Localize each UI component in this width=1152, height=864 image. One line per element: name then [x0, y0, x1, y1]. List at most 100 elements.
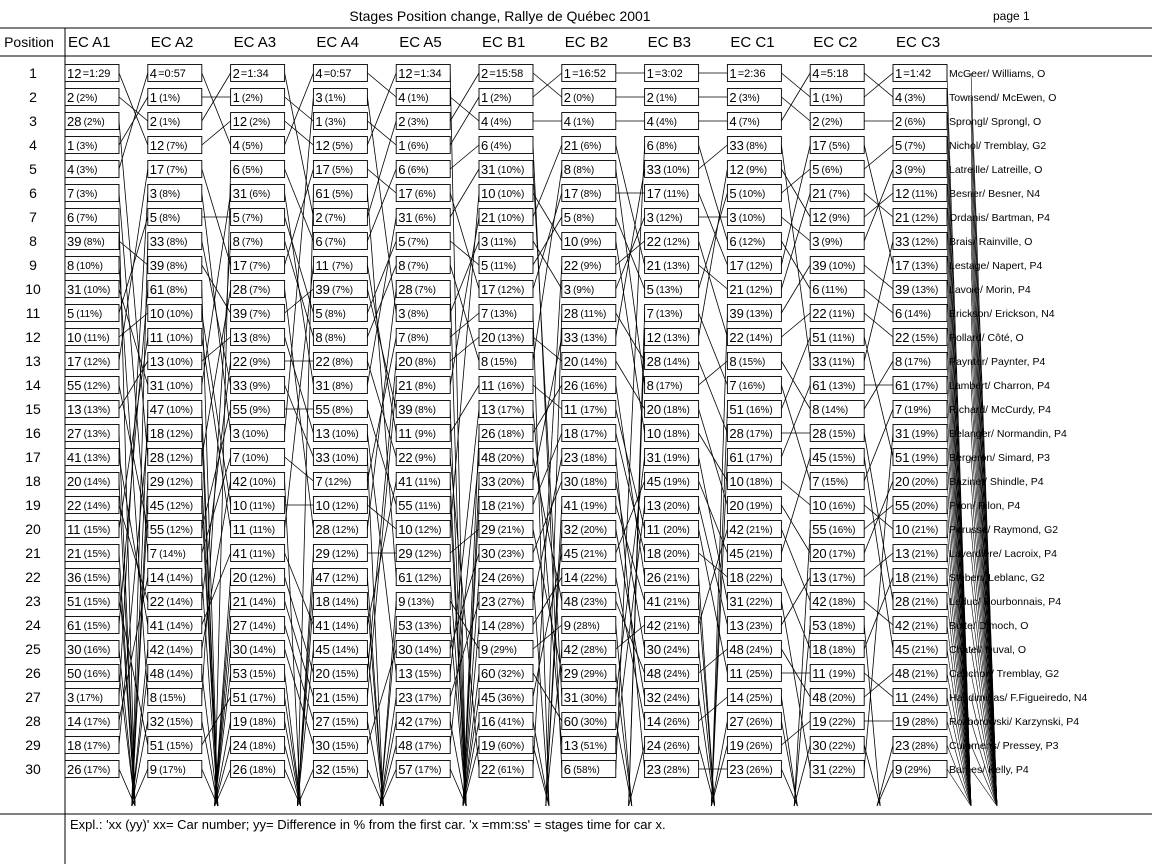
- car-number: 33: [233, 378, 247, 393]
- car-number: 55: [67, 378, 81, 393]
- difference-label: (17%): [415, 717, 442, 728]
- stage-entry: 29 (21%): [478, 520, 534, 538]
- car-number: 28: [647, 354, 661, 369]
- difference-label: (27%): [498, 597, 525, 608]
- stage-entry: 4 (3%) Townsend/ McEwen, O: [892, 88, 1056, 106]
- entry-box: [644, 568, 700, 586]
- entry-box: [395, 304, 451, 322]
- stage-entry: 48 (20%): [809, 688, 865, 706]
- car-number: 22: [398, 450, 412, 465]
- difference-label: (10%): [242, 453, 269, 464]
- entry-box: [644, 736, 700, 754]
- position-change-line: [781, 240, 811, 290]
- entry-box: [561, 544, 617, 562]
- difference-label: (8%): [249, 333, 270, 344]
- entry-box: [892, 208, 948, 226]
- car-number: 48: [398, 738, 412, 753]
- difference-label: (20%): [663, 549, 690, 560]
- stage-entry: 13 (15%): [395, 664, 451, 682]
- position-change-line: [367, 360, 397, 674]
- position-change-line: [284, 624, 314, 722]
- entry-box: [230, 112, 286, 130]
- crew-label: Pilon/ Pilon, P4: [949, 500, 1020, 512]
- stage-entry: 33 (8%): [147, 232, 203, 250]
- entry-box: [561, 424, 617, 442]
- difference-label: (1%): [573, 117, 594, 128]
- difference-label: =1:34: [241, 68, 269, 80]
- stage-entry: 6 (4%): [478, 136, 534, 154]
- difference-label: (19%): [912, 453, 939, 464]
- position-change-line: [946, 624, 972, 807]
- difference-label: (7%): [829, 189, 850, 200]
- difference-label: (14%): [904, 309, 931, 320]
- stage-entry: 23 (28%) Cummens/ Pressey, P3: [892, 736, 1059, 754]
- stage-entry: 1 =2:36: [726, 64, 782, 82]
- car-number: 48: [895, 666, 909, 681]
- car-number: 61: [812, 378, 826, 393]
- position-entry-line: [628, 744, 645, 807]
- car-number: 11: [812, 666, 826, 681]
- stage-entry: 6 (5%): [230, 160, 286, 178]
- entry-box: [147, 208, 203, 226]
- stage-entry: 47 (10%): [147, 400, 203, 418]
- position-number: 30: [25, 761, 41, 777]
- difference-label: (7%): [249, 309, 270, 320]
- entry-box: [561, 760, 617, 778]
- stage-entry: 18 (18%): [809, 640, 865, 658]
- difference-label: (5%): [332, 141, 353, 152]
- car-number: 47: [315, 570, 329, 585]
- entry-box: [892, 736, 948, 754]
- position-change-line: [946, 720, 972, 807]
- stage-entry: 6 (11%): [809, 280, 865, 298]
- car-number: 6: [398, 162, 405, 177]
- position-change-line: [284, 288, 314, 314]
- difference-label: (32%): [498, 669, 525, 680]
- stage-entry: 31 (22%): [726, 592, 782, 610]
- position-change-line: [118, 168, 149, 362]
- difference-label: (16%): [746, 405, 773, 416]
- stage-entry: 26 (18%): [478, 424, 534, 442]
- car-number: 51: [895, 450, 909, 465]
- position-change-line: [698, 240, 728, 338]
- difference-label: (11%): [249, 549, 275, 560]
- crew-label: Laverdière/ Lacroix, P4: [949, 548, 1057, 560]
- stage-entry: 12 (13%): [644, 328, 700, 346]
- stage-entry: 42 (28%): [561, 640, 617, 658]
- difference-label: (12%): [912, 237, 939, 248]
- position-change-line: [449, 72, 480, 122]
- position-change-line: [118, 72, 149, 170]
- stage-entry: 32 (24%): [644, 688, 700, 706]
- car-number: 17: [398, 186, 412, 201]
- car-number: 8: [67, 258, 74, 273]
- car-number: 41: [398, 474, 412, 489]
- car-number: 31: [67, 282, 81, 297]
- car-number: 18: [895, 570, 909, 585]
- stage-entry: 39 (8%): [64, 232, 120, 250]
- position-entry-line: [711, 720, 728, 807]
- stage-header: EC A5: [399, 34, 442, 51]
- entry-box: [809, 448, 865, 466]
- stage-entry: 33 (10%): [312, 448, 368, 466]
- difference-label: (14%): [166, 621, 193, 632]
- crew-label: Lambert/ Charron, P4: [949, 380, 1050, 392]
- position-change-line: [201, 240, 231, 698]
- entry-box: [809, 184, 865, 202]
- stage-entry: 22 (15%) Pollard/ Côté, O: [892, 328, 1024, 346]
- stage-entry: 3 (11%): [478, 232, 534, 250]
- difference-label: (16%): [84, 645, 111, 656]
- entry-box: [809, 616, 865, 634]
- position-change-line: [698, 192, 728, 266]
- car-number: 4: [564, 114, 571, 129]
- car-number: 7: [233, 450, 240, 465]
- stage-entry: 5 (11%): [478, 256, 534, 274]
- position-change-line: [449, 264, 480, 362]
- crew-label: Rozborowski/ Karzynski, P4: [949, 716, 1079, 728]
- difference-label: (11%): [829, 357, 855, 368]
- stage-entry: 41 (11%): [230, 544, 286, 562]
- position-change-line: [615, 408, 645, 530]
- difference-label: (16%): [739, 381, 766, 392]
- position-change-line: [615, 624, 645, 650]
- entry-box: [892, 520, 948, 538]
- entry-box: [478, 712, 534, 730]
